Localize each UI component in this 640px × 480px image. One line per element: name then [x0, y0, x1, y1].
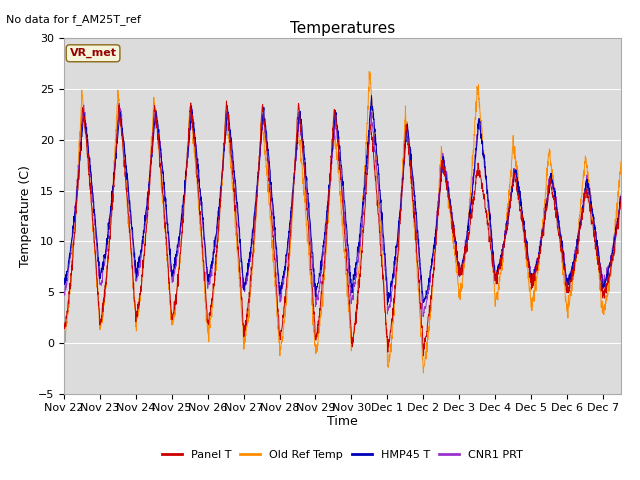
CNR1 PRT	[419, 314, 427, 320]
CNR1 PRT	[387, 304, 394, 310]
HMP45 T	[557, 236, 565, 241]
HMP45 T	[383, 302, 391, 308]
HMP45 T	[635, 285, 640, 290]
CNR1 PRT	[118, 112, 125, 118]
Line: Panel T: Panel T	[64, 101, 639, 356]
Title: Temperatures: Temperatures	[290, 21, 395, 36]
Line: Old Ref Temp: Old Ref Temp	[64, 72, 639, 373]
Old Ref Temp	[635, 309, 640, 315]
Panel T	[387, 331, 394, 337]
Old Ref Temp	[525, 281, 532, 287]
Old Ref Temp	[387, 349, 394, 355]
Y-axis label: Temperature (C): Temperature (C)	[19, 165, 33, 267]
Panel T	[60, 320, 68, 325]
HMP45 T	[387, 287, 394, 292]
CNR1 PRT	[635, 282, 640, 288]
HMP45 T	[525, 263, 532, 269]
Panel T	[557, 246, 565, 252]
Old Ref Temp	[118, 129, 125, 135]
Panel T	[420, 353, 428, 359]
Panel T	[223, 98, 230, 104]
Old Ref Temp	[60, 338, 68, 344]
HMP45 T	[60, 281, 68, 287]
CNR1 PRT	[242, 282, 250, 288]
Panel T	[627, 246, 635, 252]
Legend: Panel T, Old Ref Temp, HMP45 T, CNR1 PRT: Panel T, Old Ref Temp, HMP45 T, CNR1 PRT	[157, 445, 527, 464]
Panel T	[242, 321, 250, 326]
HMP45 T	[118, 121, 125, 127]
Old Ref Temp	[365, 69, 373, 74]
HMP45 T	[627, 232, 635, 238]
HMP45 T	[241, 281, 249, 287]
Old Ref Temp	[420, 370, 428, 376]
CNR1 PRT	[557, 240, 565, 245]
Text: No data for f_AM25T_ref: No data for f_AM25T_ref	[6, 14, 141, 25]
CNR1 PRT	[627, 233, 635, 239]
Text: VR_met: VR_met	[70, 48, 116, 59]
Panel T	[118, 129, 125, 134]
HMP45 T	[367, 93, 375, 98]
CNR1 PRT	[525, 260, 532, 265]
Old Ref Temp	[627, 238, 635, 243]
Old Ref Temp	[241, 336, 249, 342]
Panel T	[525, 264, 532, 269]
Old Ref Temp	[557, 245, 565, 251]
X-axis label: Time: Time	[327, 415, 358, 428]
Panel T	[635, 291, 640, 297]
CNR1 PRT	[60, 289, 68, 295]
Line: HMP45 T: HMP45 T	[64, 96, 639, 305]
CNR1 PRT	[115, 101, 123, 107]
Line: CNR1 PRT: CNR1 PRT	[64, 104, 639, 317]
